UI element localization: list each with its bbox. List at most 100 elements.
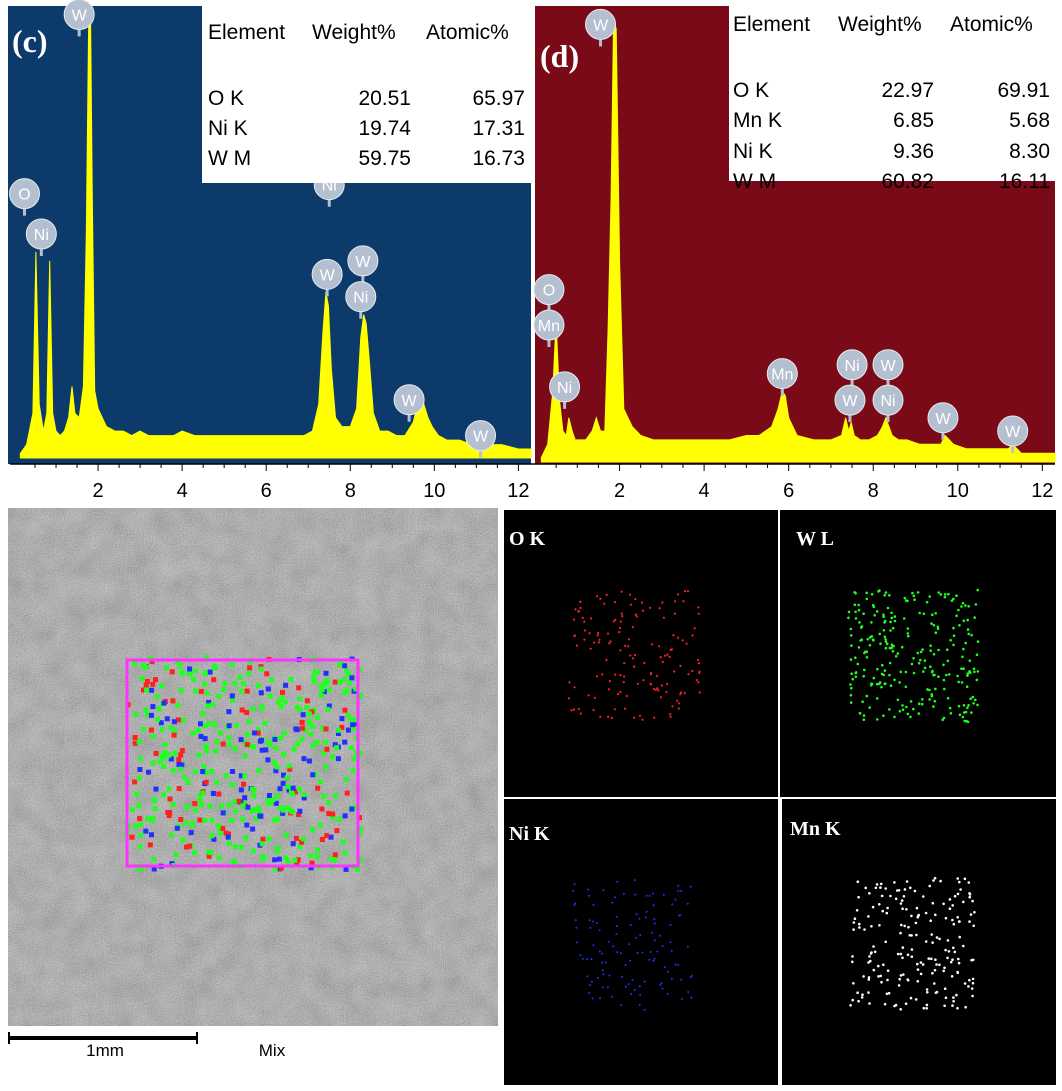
mix-dot <box>343 866 349 872</box>
map-dot <box>625 694 628 698</box>
map-dot <box>870 593 874 596</box>
table-cell: 22.97 <box>881 79 934 102</box>
map-dot <box>964 710 968 714</box>
map-dot <box>672 634 675 637</box>
table-cell: 8.30 <box>1009 140 1050 163</box>
map-dot <box>641 609 645 612</box>
map-dot <box>905 908 908 911</box>
map-dot <box>870 925 873 928</box>
mix-dot <box>310 675 316 681</box>
map-dot <box>882 963 885 966</box>
map-dot <box>915 906 919 910</box>
map-dot <box>885 642 889 645</box>
map-dot <box>973 616 976 619</box>
mix-dot <box>277 786 283 792</box>
map-dot <box>685 642 688 645</box>
map-dot <box>861 700 864 703</box>
mix-dot <box>318 779 324 785</box>
map-dot <box>890 646 893 649</box>
map-dot <box>925 1007 928 1010</box>
map-dot <box>571 889 574 892</box>
map-dot <box>928 688 931 692</box>
mix-dot <box>283 682 289 688</box>
map-dot <box>953 894 957 898</box>
map-dot <box>689 885 692 888</box>
map-dot <box>862 612 865 615</box>
mix-dot <box>283 832 289 838</box>
map-dot <box>877 975 880 978</box>
mix-dot <box>145 712 150 718</box>
map-dot <box>936 627 940 631</box>
mix-dot <box>293 726 299 732</box>
map-dot <box>929 919 932 922</box>
mix-dot <box>310 772 316 778</box>
map-dot <box>943 1004 946 1008</box>
map-dot <box>933 876 937 880</box>
map-dot <box>899 670 903 674</box>
map-dot <box>690 974 693 977</box>
map-dot <box>681 639 684 642</box>
scale-bar: 1mm <box>8 1032 198 1060</box>
mix-dot <box>357 750 363 756</box>
map-dot <box>574 919 577 922</box>
map-dot <box>607 940 610 943</box>
mix-dot <box>353 717 358 723</box>
map-dot <box>852 921 856 924</box>
map-dot <box>680 998 683 1000</box>
mix-dot <box>161 792 167 798</box>
map-dot <box>860 638 864 641</box>
map-dot <box>573 686 576 689</box>
map-dot <box>573 634 576 638</box>
mix-dot <box>132 823 138 829</box>
map-dot <box>968 670 971 673</box>
map-dot <box>649 671 653 675</box>
map-dot <box>632 657 635 660</box>
mix-dot <box>344 790 350 796</box>
mix-dot <box>211 836 217 842</box>
map-dot <box>862 975 865 978</box>
map-dot <box>897 889 901 892</box>
panel-label-d: (d) <box>540 38 579 74</box>
map-dot <box>629 603 633 606</box>
map-dot <box>669 715 672 718</box>
mix-dot <box>149 659 155 665</box>
map-dot <box>952 922 956 926</box>
mix-dot <box>156 706 162 712</box>
map-dot <box>863 928 866 931</box>
map-dot <box>858 926 861 929</box>
map-dot <box>948 898 952 901</box>
map-dot <box>882 613 885 617</box>
mix-dot <box>206 853 212 859</box>
map-dot <box>932 652 936 656</box>
mix-dot <box>141 687 146 693</box>
mix-dot <box>206 849 212 855</box>
mix-dot <box>151 856 157 862</box>
mix-dot <box>148 655 154 661</box>
map-dot <box>902 617 906 620</box>
mix-dot <box>216 693 221 699</box>
mix-dot <box>266 793 272 798</box>
mix-dot <box>349 806 355 812</box>
map-dot <box>863 668 866 672</box>
map-dot <box>666 682 669 686</box>
mix-dot <box>133 712 139 718</box>
mix-dot <box>336 816 342 822</box>
map-dot <box>608 974 611 977</box>
mix-dot <box>319 837 325 842</box>
map-dot <box>609 640 612 643</box>
peak-label-d-6: W <box>834 384 866 423</box>
map-dot <box>950 975 954 978</box>
map-dot <box>945 648 949 651</box>
map-dot <box>967 881 971 884</box>
mix-dot <box>345 712 351 718</box>
mix-dot <box>149 687 155 693</box>
map-dot <box>966 628 970 631</box>
mix-dot <box>278 865 284 871</box>
mix-dot <box>284 805 290 811</box>
map-dot <box>938 937 941 941</box>
map-dot <box>592 944 595 947</box>
map-dot <box>910 934 913 937</box>
map-dot <box>630 993 633 995</box>
peak-label-text: W <box>473 429 489 446</box>
mix-dot <box>192 801 198 806</box>
